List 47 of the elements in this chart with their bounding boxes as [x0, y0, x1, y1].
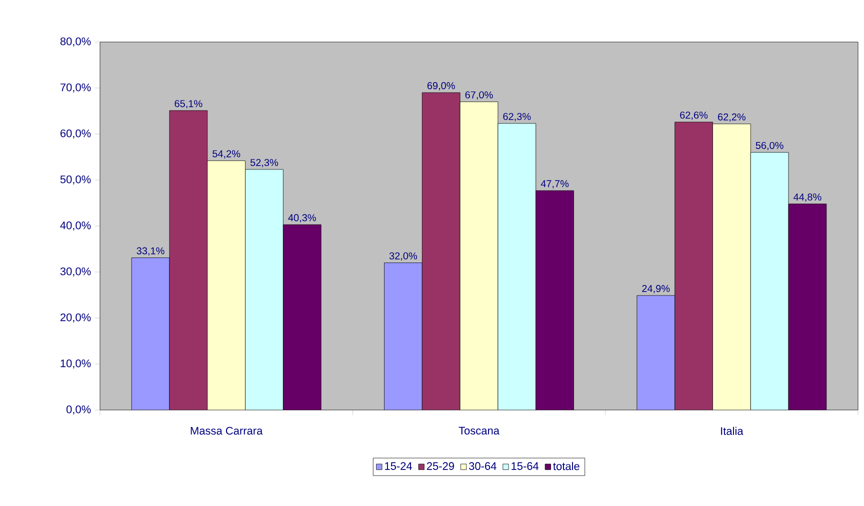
y-tick-label: 10,0%: [60, 359, 91, 369]
data-label: 62,2%: [718, 113, 746, 122]
bar: [384, 262, 422, 410]
y-tick-label: 40,0%: [60, 221, 91, 231]
x-tick-label: Toscana: [458, 426, 500, 435]
bar: [131, 258, 170, 410]
data-label: 52,3%: [250, 158, 278, 168]
x-tick-label: Italia: [721, 426, 744, 435]
bar: [245, 169, 284, 410]
y-tick-label: 60,0%: [60, 129, 91, 139]
data-label: 69,0%: [427, 82, 455, 90]
data-label: 33,1%: [136, 247, 164, 256]
data-label: 67,0%: [465, 91, 493, 100]
bar: [674, 122, 713, 410]
legend-label: 25-29: [426, 462, 454, 470]
data-label: 62,3%: [503, 112, 531, 122]
data-label: 32,0%: [389, 252, 418, 261]
data-label: 65,1%: [174, 100, 202, 108]
bar: [207, 160, 246, 410]
y-tick-label: 0,0%: [66, 405, 91, 415]
bar: [498, 123, 536, 410]
data-label: 62,6%: [680, 112, 708, 120]
bar: [536, 190, 574, 410]
bar: [422, 92, 460, 410]
legend-label: 30-64: [469, 462, 496, 470]
data-label: 40,3%: [288, 214, 316, 222]
bar: [636, 295, 676, 410]
y-tick-label: 70,0%: [60, 83, 91, 93]
legend-label: 15-64: [512, 462, 539, 470]
legend-label: 15-24: [385, 462, 412, 470]
data-label: 24,9%: [642, 285, 670, 294]
y-tick-label: 80,0%: [60, 37, 91, 47]
bar: [460, 102, 498, 410]
bar: [712, 124, 751, 410]
data-label: 56,0%: [756, 142, 784, 150]
y-tick-label: 20,0%: [60, 313, 91, 323]
y-tick-label: 50,0%: [60, 175, 91, 185]
legend-label: totale: [553, 462, 580, 470]
data-label: 47,7%: [540, 180, 569, 188]
data-label: 44,8%: [794, 193, 822, 202]
bar: [169, 110, 208, 410]
bar: [282, 224, 322, 410]
y-tick-label: 30,0%: [60, 267, 91, 277]
bar: [750, 152, 789, 410]
x-tick-label: Massa Carrara: [190, 426, 263, 435]
data-label: 54,2%: [212, 150, 240, 158]
bar: [788, 204, 827, 410]
